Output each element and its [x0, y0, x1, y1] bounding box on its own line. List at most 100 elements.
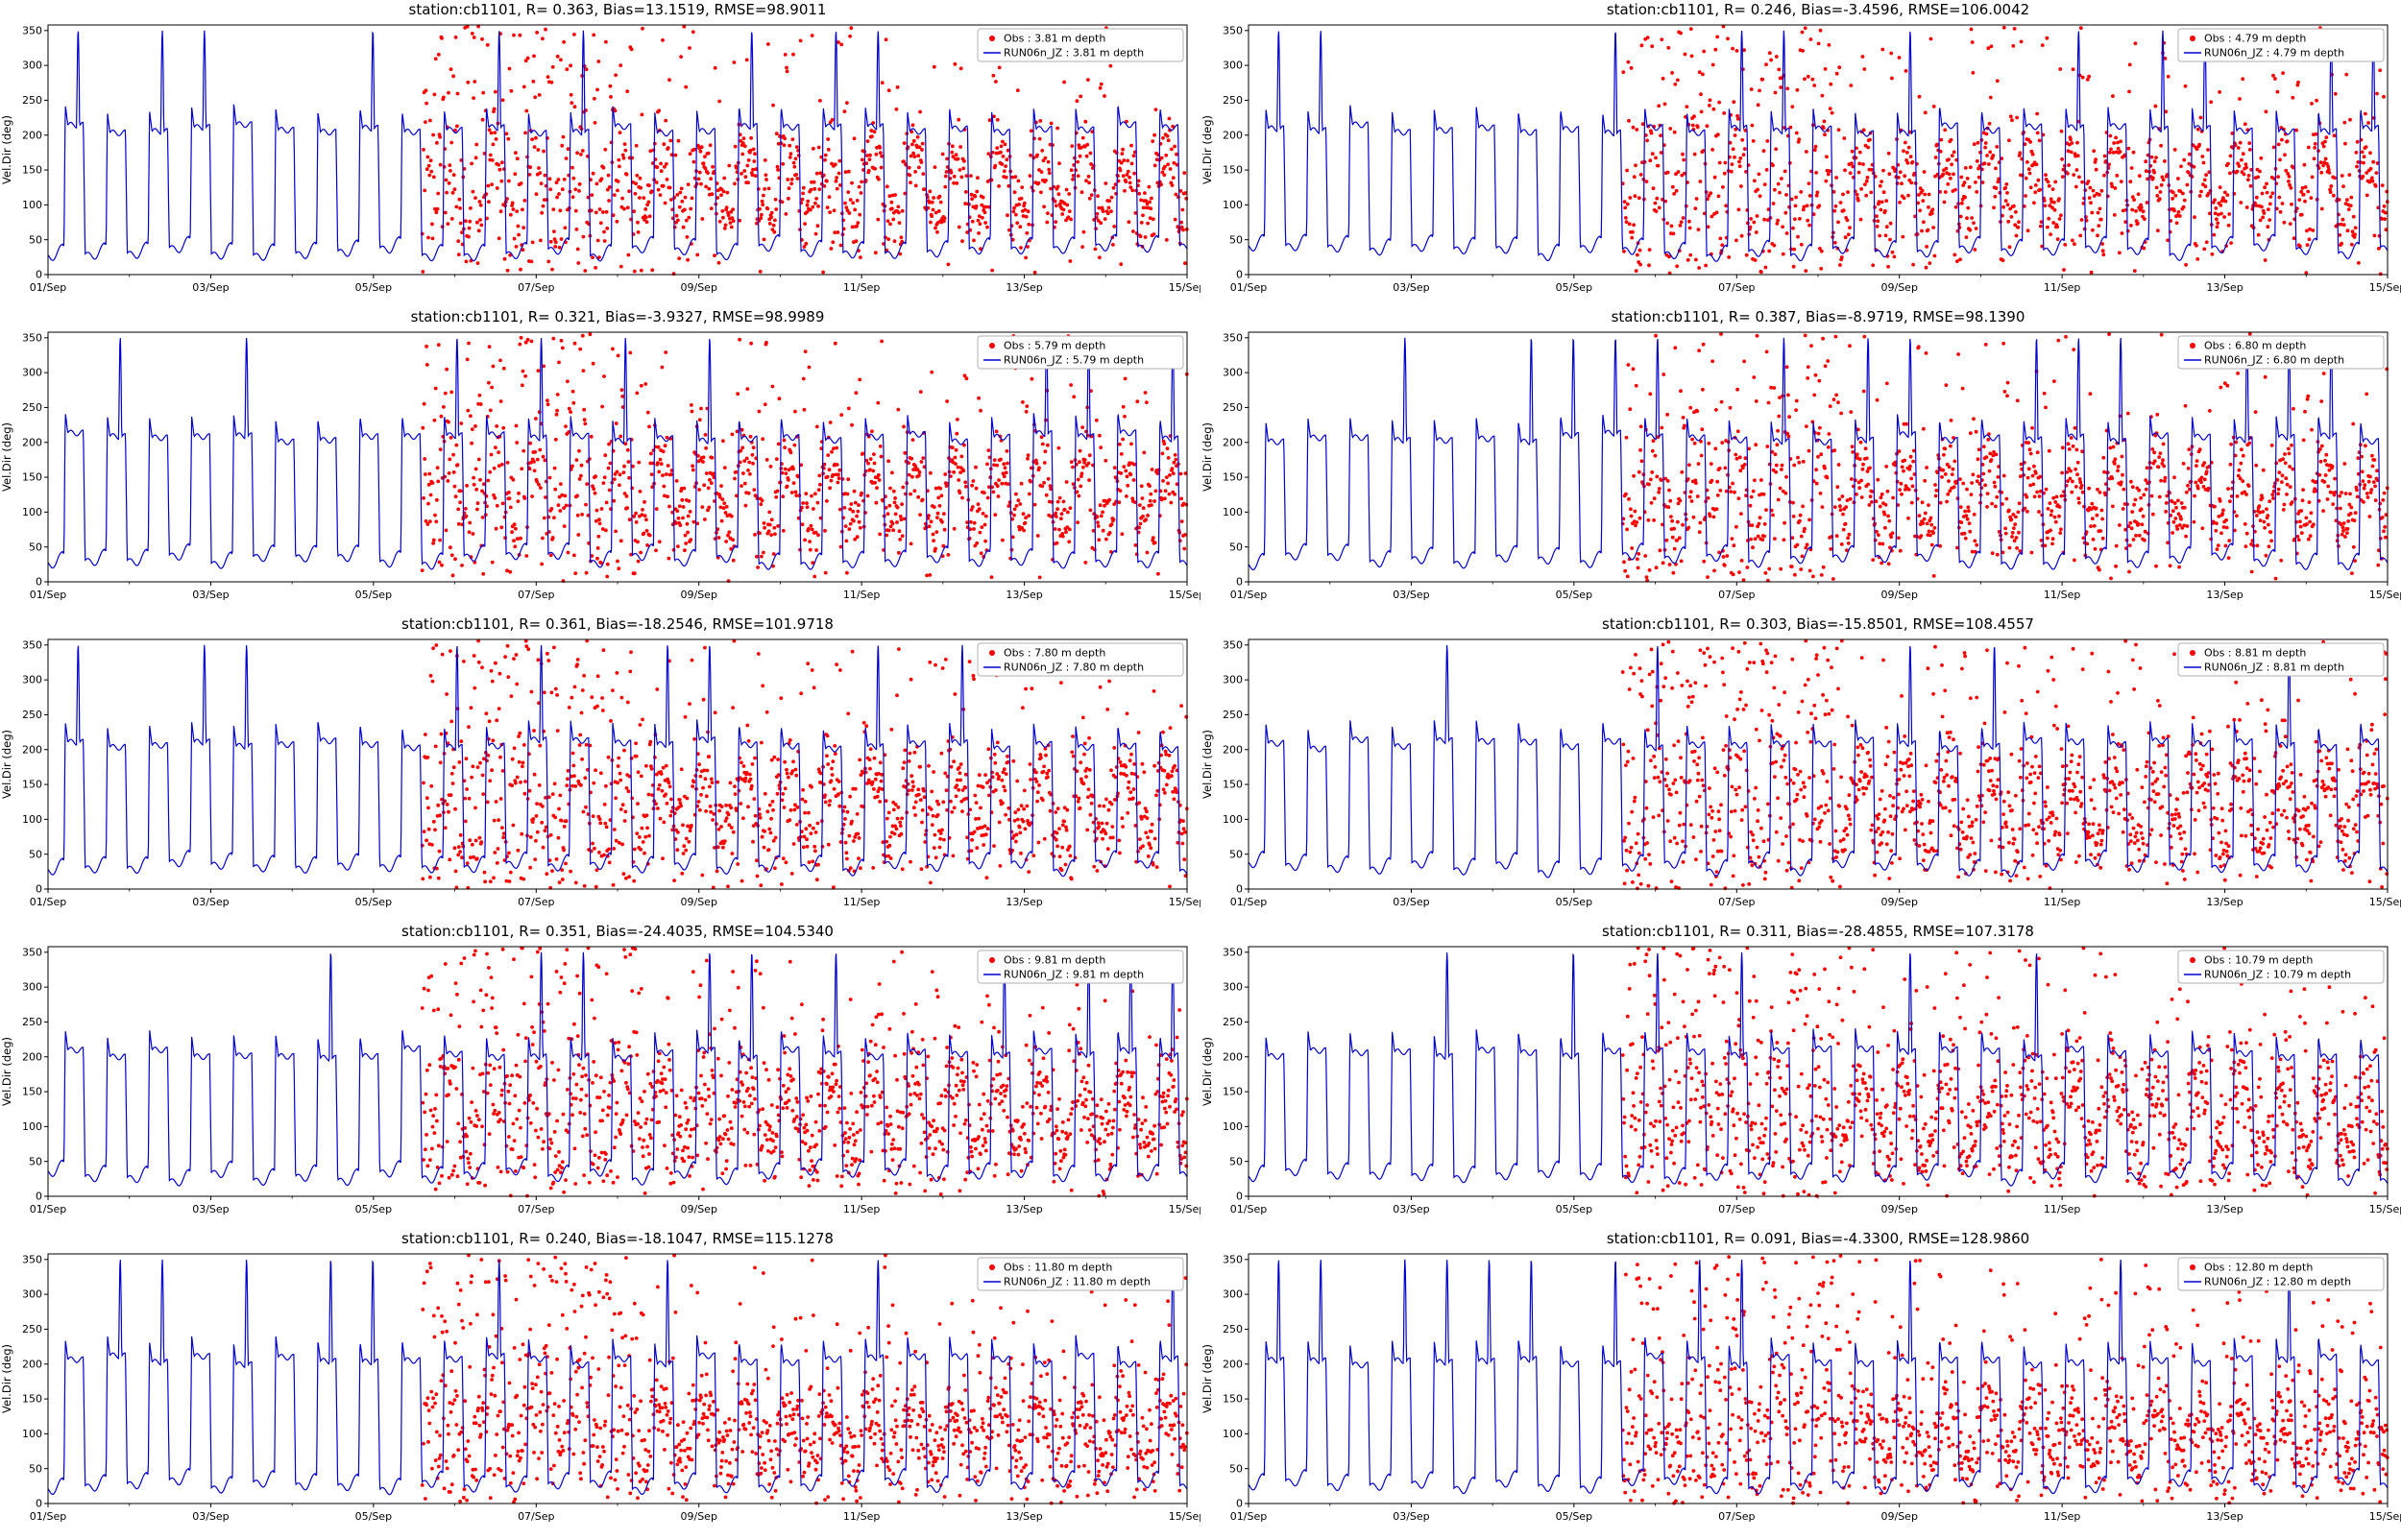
axes-frame [1248, 946, 2389, 1197]
model-line [1248, 30, 2389, 262]
x-tick-label: 01/Sep [30, 589, 66, 601]
y-tick-label: 250 [1223, 94, 1243, 107]
x-tick-label: 13/Sep [2206, 589, 2243, 601]
x-tick-label: 03/Sep [192, 281, 229, 294]
axes-frame [1248, 331, 2389, 583]
legend-box [977, 950, 1184, 984]
x-tick-label: 01/Sep [1230, 281, 1267, 294]
legend-model-label: RUN06n_JZ : 9.81 m depth [1004, 969, 1144, 981]
y-tick-label: 150 [1223, 1393, 1243, 1406]
x-tick-label: 05/Sep [1556, 281, 1592, 294]
y-tick-label: 200 [22, 1050, 42, 1063]
legend-obs-marker-icon [2190, 957, 2195, 963]
y-axis-label: Vel.Dir (deg) [1200, 1344, 1214, 1413]
axes-frame [47, 24, 1188, 276]
model-line [1248, 951, 2389, 1187]
legend-obs-marker-icon [989, 650, 995, 656]
legend-model-label: RUN06n_JZ : 5.79 m depth [1004, 354, 1144, 367]
x-tick-label: 07/Sep [518, 281, 554, 294]
x-tick-label: 09/Sep [680, 589, 716, 601]
y-tick-label: 250 [1223, 709, 1243, 721]
y-tick-label: 0 [1236, 1498, 1243, 1510]
subplot-4: station:cb1101, R= 0.387, Bias=-8.9719, … [1200, 307, 2401, 614]
y-tick-label: 200 [22, 743, 42, 756]
x-tick-label: 05/Sep [1556, 1203, 1592, 1215]
legend-box [2177, 335, 2385, 370]
legend-obs-label: Obs : 4.79 m depth [2204, 33, 2306, 45]
y-tick-label: 200 [1223, 1050, 1243, 1063]
y-tick-label: 150 [1223, 1086, 1243, 1098]
x-tick-label: 05/Sep [355, 1203, 392, 1215]
x-tick-label: 13/Sep [1006, 896, 1042, 908]
x-tick-label: 15/Sep [1169, 1203, 1200, 1215]
y-tick-label: 0 [1236, 883, 1243, 896]
x-tick-label: 05/Sep [1556, 1510, 1592, 1523]
legend-box [977, 1257, 1184, 1291]
legend-obs-marker-icon [2190, 1264, 2195, 1270]
plot-canvas-2: station:cb1101, R= 0.246, Bias=-3.4596, … [1200, 1, 2401, 294]
x-tick-label: 07/Sep [1718, 281, 1755, 294]
y-tick-label: 250 [1223, 1016, 1243, 1028]
axes-frame [47, 946, 1188, 1197]
subplot-title: station:cb1101, R= 0.363, Bias=13.1519, … [409, 1, 827, 18]
obs-scatter-points [1620, 1254, 2389, 1505]
y-tick-label: 350 [22, 24, 42, 36]
subplot-5: station:cb1101, R= 0.361, Bias=-18.2546,… [0, 614, 1205, 922]
y-axis-label: Vel.Dir (deg) [0, 1037, 13, 1106]
legend: Obs : 3.81 m depth RUN06n_JZ : 3.81 m dep… [977, 28, 1184, 62]
x-tick-label: 03/Sep [192, 589, 229, 601]
plot-canvas-7: station:cb1101, R= 0.351, Bias=-24.4035,… [0, 923, 1205, 1215]
legend-model-label: RUN06n_JZ : 4.79 m depth [2204, 47, 2344, 60]
subplot-2: station:cb1101, R= 0.246, Bias=-3.4596, … [1200, 0, 2401, 307]
subplot-8: station:cb1101, R= 0.311, Bias=-28.4855,… [1200, 922, 2401, 1229]
x-tick-label: 09/Sep [1880, 589, 1917, 601]
y-tick-label: 300 [1223, 674, 1243, 686]
x-tick-label: 15/Sep [1169, 896, 1200, 908]
y-axis-label: Vel.Dir (deg) [1200, 1037, 1214, 1106]
axes-frame [1248, 1253, 2389, 1504]
axes-frame [47, 1253, 1188, 1504]
y-tick-label: 250 [22, 1323, 42, 1335]
y-axis-label: Vel.Dir (deg) [0, 115, 13, 184]
y-tick-label: 250 [1223, 401, 1243, 414]
subplot-title: station:cb1101, R= 0.311, Bias=-28.4855,… [1602, 923, 2034, 940]
subplot-3: station:cb1101, R= 0.321, Bias=-3.9327, … [0, 307, 1205, 614]
y-tick-label: 0 [1236, 576, 1243, 589]
subplot-title: station:cb1101, R= 0.351, Bias=-24.4035,… [401, 923, 834, 940]
legend-model-label: RUN06n_JZ : 11.80 m depth [1004, 1276, 1151, 1288]
x-tick-label: 03/Sep [1393, 1510, 1429, 1523]
legend-obs-marker-icon [989, 343, 995, 349]
legend: Obs : 11.80 m depth RUN06n_JZ : 11.80 m d… [977, 1257, 1184, 1291]
y-tick-label: 150 [22, 1086, 42, 1098]
y-tick-label: 150 [1223, 471, 1243, 484]
plot-canvas-6: station:cb1101, R= 0.303, Bias=-15.8501,… [1200, 615, 2401, 908]
x-tick-label: 05/Sep [355, 896, 392, 908]
y-tick-label: 100 [1223, 1120, 1243, 1133]
x-tick-label: 07/Sep [518, 1510, 554, 1523]
x-tick-label: 01/Sep [30, 281, 66, 294]
model-line [47, 337, 1188, 570]
model-line [47, 644, 1188, 878]
x-tick-label: 11/Sep [2044, 589, 2080, 601]
x-tick-label: 15/Sep [2369, 896, 2401, 908]
x-tick-label: 11/Sep [2044, 1510, 2080, 1523]
x-tick-label: 01/Sep [30, 1203, 66, 1215]
legend: Obs : 10.79 m depth RUN06n_JZ : 10.79 m d… [2177, 950, 2385, 984]
y-tick-label: 50 [1229, 1155, 1243, 1167]
y-tick-label: 300 [22, 367, 42, 379]
x-tick-label: 05/Sep [1556, 589, 1592, 601]
legend-model-label: RUN06n_JZ : 3.81 m depth [1004, 47, 1144, 60]
x-tick-label: 13/Sep [1006, 1203, 1042, 1215]
legend-obs-label: Obs : 10.79 m depth [2204, 954, 2313, 967]
y-tick-label: 50 [1229, 541, 1243, 553]
obs-scatter-points [1620, 331, 2389, 583]
x-tick-label: 13/Sep [2206, 281, 2243, 294]
x-tick-label: 13/Sep [2206, 1510, 2243, 1523]
y-tick-label: 50 [29, 848, 42, 860]
x-tick-label: 07/Sep [518, 896, 554, 908]
x-tick-label: 15/Sep [2369, 1510, 2401, 1523]
y-axis-label: Vel.Dir (deg) [0, 730, 13, 799]
y-tick-label: 100 [1223, 506, 1243, 518]
y-tick-label: 300 [1223, 367, 1243, 379]
plot-canvas-10: station:cb1101, R= 0.091, Bias=-4.3300, … [1200, 1230, 2401, 1523]
